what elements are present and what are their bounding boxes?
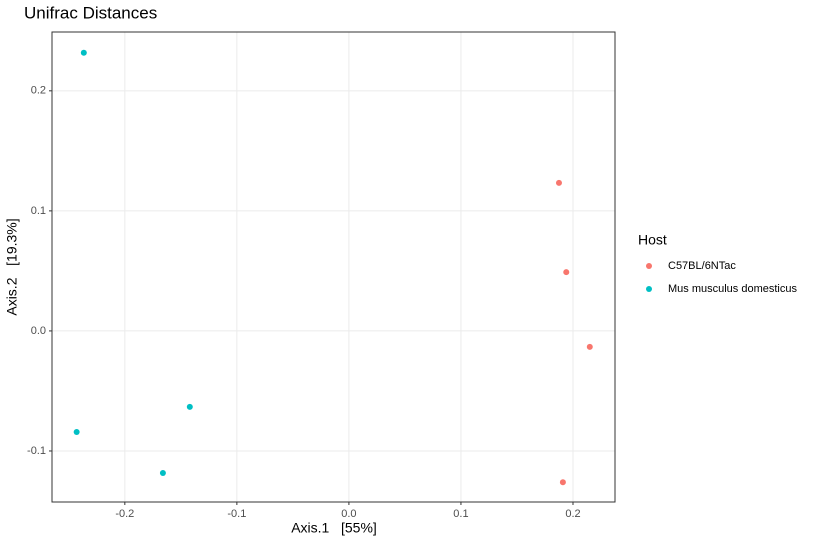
- x-tick-label: 0.1: [453, 508, 468, 520]
- legend-label: Mus musculus domesticus: [668, 283, 797, 295]
- point: [559, 479, 566, 486]
- point: [186, 403, 193, 410]
- y-tick-label: 0.1: [31, 205, 46, 217]
- point: [73, 429, 80, 436]
- x-tick-label: -0.2: [115, 508, 134, 520]
- x-tick-label: -0.1: [227, 508, 246, 520]
- plot-border: [51, 31, 616, 503]
- y-tick-label: 0.0: [31, 325, 46, 337]
- y-axis-label: Axis.2 [19.3%]: [4, 218, 20, 315]
- point: [563, 269, 570, 276]
- y-tick-label: 0.2: [31, 85, 46, 97]
- x-tick-label: 0.0: [341, 508, 356, 520]
- chart-title: Unifrac Distances: [24, 3, 157, 22]
- point: [159, 469, 166, 476]
- legend-key: [646, 286, 652, 292]
- y-tick-label: -0.1: [27, 445, 46, 457]
- legend-key: [646, 263, 652, 269]
- point: [555, 179, 562, 186]
- legend-label: C57BL/6NTac: [668, 260, 736, 272]
- x-tick-label: 0.2: [565, 508, 580, 520]
- point: [80, 49, 87, 56]
- x-axis-label: Axis.1 [55%]: [291, 520, 377, 536]
- legend-title: Host: [638, 232, 667, 248]
- point: [586, 343, 593, 350]
